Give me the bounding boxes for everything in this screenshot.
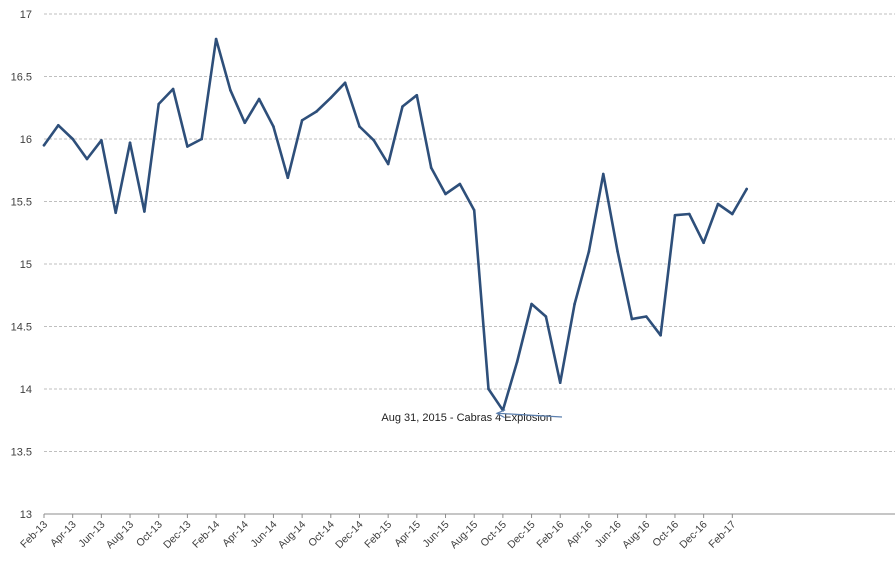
data-point	[128, 141, 132, 145]
x-tick-label: Dec-14	[333, 519, 366, 552]
data-point	[601, 172, 605, 176]
data-point	[573, 302, 576, 306]
data-point	[100, 138, 103, 142]
x-tick-label: Jun-13	[76, 519, 107, 550]
data-point	[372, 138, 376, 142]
data-point	[171, 87, 175, 91]
x-tick-label: Apr-14	[220, 519, 251, 550]
x-tick-label: Dec-13	[161, 519, 194, 552]
x-tick-label: Oct-15	[478, 519, 509, 550]
data-point	[472, 208, 476, 212]
annotation-group: Aug 31, 2015 - Cabras 4 Explosion	[381, 409, 563, 424]
annotation-arrow-head	[495, 409, 506, 419]
data-point	[444, 192, 447, 196]
x-tick-label: Apr-13	[48, 519, 79, 550]
x-axis-ticks: Feb-13Apr-13Jun-13Aug-13Oct-13Dec-13Feb-…	[18, 514, 739, 552]
x-tick-label: Feb-15	[362, 519, 394, 551]
data-point	[286, 176, 290, 180]
x-tick-label: Dec-16	[677, 519, 710, 552]
y-tick-label: 14.5	[11, 322, 32, 334]
series-group	[42, 37, 749, 412]
data-point	[214, 37, 218, 41]
data-point	[257, 97, 261, 101]
data-point	[558, 381, 562, 385]
data-point	[415, 93, 419, 97]
data-point	[243, 121, 247, 125]
y-tick-label: 14	[20, 384, 32, 396]
gridlines	[44, 13, 895, 452]
data-point	[229, 88, 232, 92]
x-tick-label: Oct-13	[134, 519, 165, 550]
x-tick-label: Oct-14	[306, 519, 337, 550]
data-point	[386, 162, 390, 166]
data-point	[71, 137, 74, 141]
x-tick-label: Aug-16	[620, 519, 653, 552]
data-point	[587, 250, 591, 253]
data-point	[143, 210, 146, 213]
x-tick-label: Aug-13	[104, 519, 137, 552]
y-tick-label: 15	[20, 259, 32, 271]
data-point	[42, 143, 46, 147]
x-tick-label: Feb-16	[534, 519, 566, 551]
data-point	[745, 187, 748, 191]
data-point	[616, 250, 619, 253]
series-line	[42, 37, 749, 412]
x-tick-label: Feb-13	[18, 519, 50, 551]
x-tick-label: Apr-16	[564, 519, 595, 550]
data-point	[57, 123, 60, 127]
x-tick-label: Jun-16	[593, 519, 624, 550]
data-point	[358, 125, 361, 128]
x-tick-label: Apr-15	[392, 519, 423, 550]
data-point	[487, 387, 490, 391]
data-point	[114, 211, 117, 215]
annotation-text: Aug 31, 2015 - Cabras 4 Explosion	[381, 412, 552, 424]
data-point	[731, 212, 734, 216]
x-tick-label: Aug-15	[448, 519, 481, 552]
data-point	[515, 360, 519, 363]
annotation-arrow-line	[496, 412, 563, 418]
y-tick-label: 15.5	[11, 197, 32, 209]
x-tick-label: Jun-15	[420, 519, 451, 550]
data-point	[429, 166, 433, 170]
data-point	[630, 317, 634, 321]
x-tick-label: Jun-14	[248, 519, 279, 550]
data-point	[688, 212, 691, 216]
data-point	[186, 145, 189, 148]
data-point	[702, 241, 705, 245]
data-point	[644, 315, 648, 318]
x-tick-label: Aug-14	[276, 519, 309, 552]
data-point	[458, 182, 462, 186]
data-point	[401, 105, 404, 108]
x-tick-label: Feb-14	[190, 519, 222, 551]
data-point	[329, 96, 333, 100]
y-tick-label: 17	[20, 9, 32, 21]
data-point	[343, 81, 347, 85]
y-axis-ticks: 13 13.5 14 14.5 15 15.5 16 16.5 17	[11, 9, 32, 521]
data-point	[157, 102, 161, 106]
data-point	[544, 315, 548, 318]
x-tick-label: Oct-16	[650, 519, 681, 550]
y-tick-label: 16.5	[11, 72, 32, 84]
data-point	[315, 110, 318, 113]
x-tick-label: Feb-17	[706, 519, 738, 551]
x-tick-label: Dec-15	[505, 519, 538, 552]
data-point	[530, 302, 533, 306]
data-point	[200, 137, 204, 141]
data-point	[85, 157, 89, 161]
y-tick-label: 16	[20, 134, 32, 146]
y-tick-label: 13.5	[11, 447, 32, 459]
data-point	[673, 213, 677, 217]
data-point	[300, 118, 304, 122]
data-point	[272, 125, 275, 128]
data-point	[716, 202, 720, 206]
y-tick-label: 13	[20, 509, 32, 521]
data-point	[659, 333, 662, 337]
